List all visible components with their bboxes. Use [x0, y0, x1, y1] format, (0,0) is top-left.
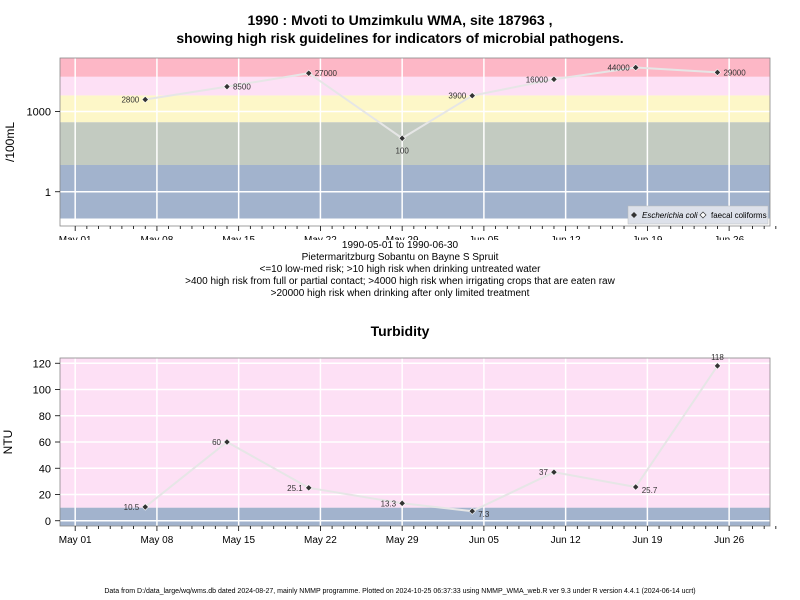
series-line	[144, 365, 719, 513]
data-point	[550, 75, 558, 83]
data-label: 100	[395, 146, 409, 155]
data-label: 29000	[723, 68, 746, 77]
data-label: 3900	[448, 92, 466, 101]
data-point	[305, 484, 313, 492]
y-axis-label: NTU	[1, 430, 15, 455]
y-tick-label: 80	[39, 411, 51, 423]
ecoli-chart: May 01 May 08 May 15 May 22 May 29 Jun 05 Jun …	[3, 57, 777, 240]
data-point	[468, 507, 476, 515]
chart-title-line1: 1990 : Mvoti to Umzimkulu WMA, site 1879…	[247, 12, 553, 28]
risk-band-1	[60, 122, 770, 165]
risk-band-2	[60, 95, 770, 123]
data-point	[632, 483, 640, 491]
data-point	[223, 83, 231, 91]
x-tick-label: May 15	[222, 535, 255, 546]
x-tick-label: May 15	[222, 235, 255, 240]
x-tick-label: May 08	[141, 235, 174, 240]
legend-marker-faecal	[699, 211, 707, 219]
data-label: 37	[539, 468, 548, 477]
chart-title-line2: showing high risk guidelines for indicat…	[176, 30, 624, 46]
data-point	[141, 503, 149, 511]
legend-label-faecal: faecal coliforms	[711, 211, 767, 220]
turbidity-title: Turbidity	[370, 323, 430, 339]
data-point	[223, 438, 231, 446]
y-tick-label: 0	[45, 516, 51, 528]
x-tick-label: May 22	[304, 235, 337, 240]
x-tick-label: May 29	[386, 535, 419, 546]
site-caption: Pietermaritzburg Sobantu on Bayne S Spru…	[301, 252, 499, 263]
risk-band-4	[60, 58, 770, 77]
guideline-caption-contact: >400 high risk from full or partial cont…	[185, 276, 615, 287]
data-label: 16000	[526, 75, 549, 84]
x-tick-label: Jun 12	[551, 235, 581, 240]
data-point	[550, 468, 558, 476]
turbidity-chart: May 01 May 08 May 15 May 22 May 29 Jun 05 Jun …	[1, 353, 777, 546]
y-tick-label: 40	[39, 463, 51, 475]
data-label: 60	[212, 438, 221, 447]
x-tick-label: May 01	[59, 235, 92, 240]
risk-band-3	[60, 76, 770, 96]
guideline-caption-drinking: <=10 low-med risk; >10 high risk when dr…	[259, 264, 541, 275]
y-axis-label: /100mL	[3, 122, 17, 162]
x-tick-label: Jun 19	[632, 235, 662, 240]
plot-frame	[59, 57, 771, 227]
x-tick-label: Jun 19	[632, 535, 662, 546]
legend-label-ecoli: Escherichia coli	[642, 211, 698, 220]
data-label: 13.3	[381, 499, 397, 508]
data-point	[713, 362, 722, 370]
x-tick-label: May 22	[304, 535, 337, 546]
x-tick-label: Jun 26	[714, 235, 744, 240]
data-point	[632, 63, 640, 72]
risk-band-1	[60, 358, 770, 508]
data-label: 10.5	[124, 503, 140, 512]
data-point	[468, 92, 476, 100]
date-range-caption: 1990-05-01 to 1990-06-30	[341, 240, 459, 251]
data-label: 2800	[121, 96, 139, 105]
x-tick-label: Jun 26	[714, 535, 744, 546]
y-tick-label: 1000	[27, 107, 51, 119]
x-tick-label: May 01	[59, 535, 92, 546]
legend-box	[627, 205, 769, 225]
footer-note: Data from D:/data_large/wq/wms.db dated …	[104, 588, 696, 595]
series-line	[145, 66, 718, 140]
legend-marker-ecoli	[631, 212, 637, 218]
x-tick-label: Jun 05	[469, 235, 499, 240]
risk-band-0	[60, 507, 770, 526]
data-label: 8500	[233, 83, 251, 92]
data-label: 27000	[315, 69, 338, 78]
y-tick-label: 120	[33, 358, 51, 370]
y-tick-label: 100	[33, 385, 51, 397]
data-label: 25.1	[287, 484, 303, 493]
y-tick-label: 20	[39, 490, 51, 502]
data-point	[398, 134, 406, 142]
data-point	[713, 68, 722, 77]
data-point	[141, 95, 149, 104]
y-tick-label: 1	[45, 187, 51, 199]
data-label: 118	[711, 353, 724, 362]
data-label: 44000	[607, 64, 630, 73]
data-point	[305, 69, 313, 77]
guideline-caption-treatment: >20000 high risk when drinking after onl…	[270, 288, 530, 299]
x-tick-label: May 08	[141, 535, 174, 546]
x-tick-label: Jun 05	[469, 535, 499, 546]
y-tick-label: 60	[39, 437, 51, 449]
x-tick-label: Jun 12	[551, 535, 581, 546]
data-label: 25.7	[642, 486, 658, 495]
data-point	[398, 499, 406, 507]
data-label: 7.3	[478, 510, 490, 519]
x-tick-label: May 29	[386, 235, 419, 240]
